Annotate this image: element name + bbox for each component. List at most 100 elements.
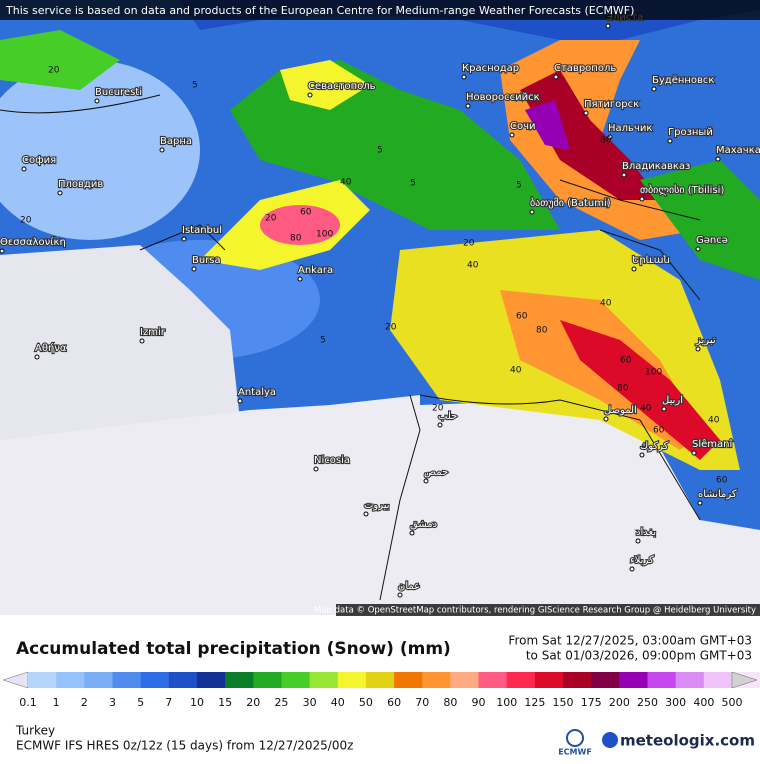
legend-swatch xyxy=(478,672,508,688)
contour-label: 5 xyxy=(377,146,383,156)
city-label: Bursa xyxy=(192,255,221,266)
city-label: بيروت xyxy=(364,500,390,511)
city-dot xyxy=(237,398,243,404)
contour-label: 60 xyxy=(300,208,312,218)
borders xyxy=(0,94,701,601)
city-label: Izmir xyxy=(140,327,166,338)
city-dot xyxy=(629,566,635,572)
contour-label: 40 xyxy=(340,178,352,188)
city-label: Antalya xyxy=(238,387,276,398)
city-dot xyxy=(661,406,667,412)
legend-swatch xyxy=(337,672,367,688)
legend-swatch xyxy=(534,672,564,688)
city-label: Краснодар xyxy=(462,63,519,74)
city-dot xyxy=(191,266,197,272)
city-label: بغداد xyxy=(636,527,656,538)
city-label: حلب xyxy=(438,411,457,422)
meteologix-logo: meteologix.com xyxy=(620,732,755,750)
dry-land xyxy=(380,400,760,615)
legend-tick-label: 10 xyxy=(190,696,204,709)
legend-swatch xyxy=(563,672,592,688)
city-dot xyxy=(583,110,589,116)
contour-label: 5 xyxy=(516,181,522,191)
contour-label: 20 xyxy=(48,66,60,76)
city-label: Пловдив xyxy=(58,179,103,190)
city-label: Gəncə xyxy=(696,235,728,246)
contour-label: 80 xyxy=(617,384,629,394)
legend-tick-label: 175 xyxy=(581,696,602,709)
model: ECMWF IFS HRES 0z/12z (15 days) from 12/… xyxy=(16,739,353,753)
contour-label: 20 xyxy=(432,404,444,414)
city-dot xyxy=(651,86,657,92)
city-label: Ставрополь xyxy=(554,63,616,74)
city-dot xyxy=(423,478,429,484)
light-area xyxy=(0,60,200,240)
attribution: Map data © OpenStreetMap contributors, r… xyxy=(314,606,756,616)
city-dot xyxy=(695,346,701,352)
city-dot xyxy=(21,166,27,172)
city-label: Nicosia xyxy=(314,455,350,466)
contour-label: 40 xyxy=(600,299,612,309)
contour-label: 40 xyxy=(467,261,479,271)
city-dot xyxy=(437,422,443,428)
core xyxy=(260,205,340,245)
border xyxy=(0,94,701,421)
city-label: ბათუმი (Batumi) xyxy=(530,197,611,209)
attribution-bar xyxy=(336,604,760,616)
legend-tick-label: 300 xyxy=(665,696,686,709)
legend: 0.1 1 2 3 5 7 10 15 20 25 30 40 50 60 70 80 90 100 125 150 1… xyxy=(2,671,760,709)
sea xyxy=(0,395,420,615)
region: Turkey xyxy=(15,724,55,738)
legend-tick-label: 20 xyxy=(246,696,260,709)
city-label: كرمانشاه xyxy=(698,489,737,500)
contour-label: 60 xyxy=(516,312,528,322)
city-dot xyxy=(621,172,627,178)
legend-swatch xyxy=(450,672,480,688)
city-label: Новороссийск xyxy=(466,92,540,103)
legend-swatch xyxy=(675,672,705,688)
city-dot xyxy=(667,138,673,144)
city-dot xyxy=(397,592,403,598)
legend-swatch xyxy=(168,672,198,688)
legend-arrow xyxy=(2,671,29,689)
city-label: Будённовск xyxy=(652,75,714,86)
contour-label: 5 xyxy=(410,179,416,189)
contour-label: 20 xyxy=(463,239,475,249)
legend-tick-label: 30 xyxy=(303,696,317,709)
city-label: عمان xyxy=(398,581,420,592)
legend-swatch xyxy=(28,672,57,688)
city-dot xyxy=(697,500,703,506)
city-dot xyxy=(461,74,467,80)
city-label: თბილისი (Tbilisi) xyxy=(640,184,724,196)
legend-tick-label: 15 xyxy=(218,696,232,709)
notice-bar xyxy=(0,0,760,20)
city-dot xyxy=(181,236,187,242)
contour-label: 60 xyxy=(716,476,728,486)
contour-label: 60 xyxy=(620,356,632,366)
city-dot xyxy=(307,92,313,98)
city-label: Bucuresti xyxy=(95,87,142,98)
legend-tick-label: 7 xyxy=(165,696,172,709)
legend-swatch xyxy=(112,672,142,688)
valid-from: From Sat 12/27/2025, 03:00am GMT+03 xyxy=(508,634,752,648)
city-label: كركوك xyxy=(640,441,669,452)
contour-label: 80 xyxy=(600,136,612,146)
city-dot xyxy=(635,538,641,544)
legend-swatch xyxy=(281,672,311,688)
city-dot xyxy=(529,209,535,215)
cities: Bucuresti Варна София Пловдив Θεσσαλονίκη Ist… xyxy=(0,11,760,598)
city-label: София xyxy=(22,155,56,166)
city-dot xyxy=(34,354,40,360)
city-dot xyxy=(159,147,165,153)
city-label: كربلاء xyxy=(630,555,654,566)
city-dot xyxy=(509,132,515,138)
legend-swatch xyxy=(84,672,113,688)
legend-swatch xyxy=(225,672,254,688)
city-dot xyxy=(363,511,369,517)
contours: 20 5 5 20 40 60 80 100 20 40 80 60 40 20 5 40 60 80 100 40 6… xyxy=(20,66,728,486)
core xyxy=(525,100,570,150)
band xyxy=(0,30,120,90)
legend-tick-label: 200 xyxy=(609,696,630,709)
city-label: Αθήνα xyxy=(35,342,67,354)
